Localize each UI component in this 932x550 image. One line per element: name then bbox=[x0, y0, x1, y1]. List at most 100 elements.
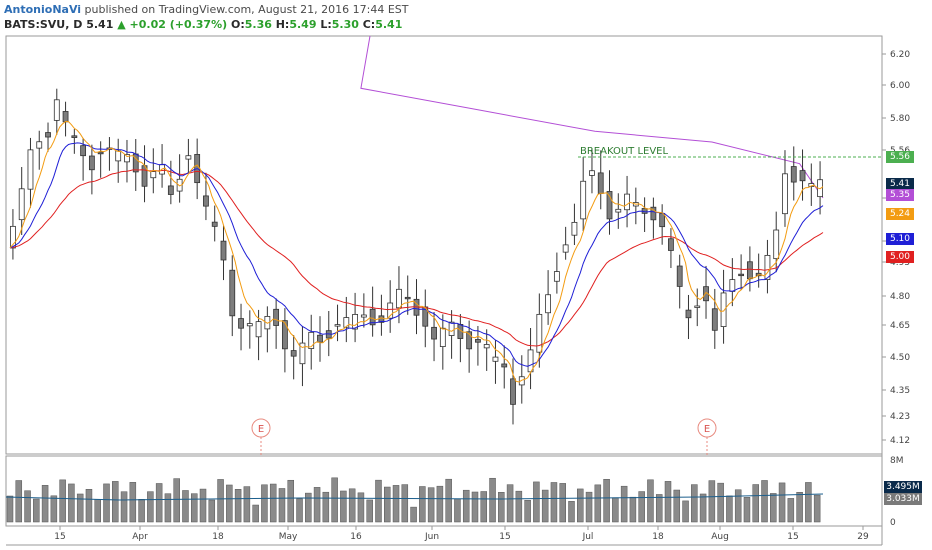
volume-bar bbox=[462, 489, 470, 523]
candle bbox=[53, 88, 60, 135]
volume-bar bbox=[155, 483, 163, 523]
volume-bar bbox=[691, 484, 698, 523]
breakout-label: BREAKOUT LEVEL bbox=[580, 146, 669, 157]
candle bbox=[317, 316, 323, 362]
volume-bar bbox=[94, 499, 101, 523]
ema-slow-line[interactable] bbox=[9, 169, 824, 347]
volume-bar bbox=[208, 499, 216, 523]
candle bbox=[334, 304, 341, 342]
volume-bar bbox=[726, 495, 733, 523]
candle bbox=[387, 280, 394, 333]
candle bbox=[668, 228, 674, 269]
volume-bar bbox=[454, 498, 461, 523]
volume-bar bbox=[147, 491, 154, 523]
volume-bar bbox=[15, 480, 23, 523]
volume-bar bbox=[217, 479, 224, 523]
close-label: C: bbox=[362, 18, 376, 31]
volume-bar bbox=[85, 489, 93, 523]
volume-bar bbox=[445, 478, 452, 523]
price-tag-breakout: 5.56 bbox=[886, 151, 914, 163]
volume-bar bbox=[708, 480, 716, 523]
candle bbox=[501, 345, 508, 389]
date-tick: 15 bbox=[54, 532, 65, 542]
candle bbox=[510, 358, 516, 425]
volume-bar bbox=[673, 489, 681, 523]
author-link[interactable]: AntonioNaVi bbox=[4, 3, 82, 16]
volume-bar bbox=[629, 496, 637, 523]
volume-bar bbox=[190, 493, 198, 523]
candle bbox=[562, 226, 569, 260]
date-tick: 15 bbox=[499, 532, 510, 542]
volume-bar bbox=[401, 484, 409, 523]
candle bbox=[571, 203, 578, 246]
candle bbox=[466, 320, 473, 373]
volume-bar bbox=[269, 483, 277, 523]
volume-bar bbox=[199, 488, 207, 523]
price-tag-last: 5.41 bbox=[886, 178, 914, 190]
volume-bar bbox=[594, 484, 602, 523]
volume-average-line[interactable] bbox=[5, 493, 824, 501]
ema-mid-line[interactable] bbox=[9, 142, 824, 367]
candle bbox=[782, 150, 788, 227]
volume-bar bbox=[50, 495, 58, 523]
candle bbox=[483, 329, 490, 371]
ema-fast-line[interactable] bbox=[9, 120, 824, 383]
price-pane[interactable] bbox=[5, 35, 883, 455]
volume-tick: 0 bbox=[890, 518, 896, 528]
volume-bar bbox=[103, 483, 110, 523]
candle bbox=[185, 138, 192, 175]
earnings-marker[interactable]: E bbox=[697, 418, 717, 456]
close-value: 5.41 bbox=[375, 18, 403, 31]
price-tick: 4.23 bbox=[890, 412, 910, 422]
volume-bar bbox=[682, 500, 689, 523]
volume-bar bbox=[59, 479, 66, 523]
high-value: 5.49 bbox=[289, 18, 317, 31]
volume-tag-average: 3.033M bbox=[884, 493, 922, 505]
date-tick: Aug bbox=[711, 532, 729, 542]
volume-bar bbox=[498, 492, 505, 523]
sma-long-line[interactable] bbox=[360, 35, 824, 199]
volume-bar bbox=[638, 491, 645, 523]
volume-bar bbox=[243, 486, 251, 523]
candle bbox=[711, 288, 718, 349]
symbol-name[interactable]: BATS:SVU, D bbox=[4, 18, 83, 31]
candle bbox=[650, 197, 657, 239]
volume-bar bbox=[375, 479, 382, 523]
price-tag-ema-mid: 5.10 bbox=[886, 233, 914, 245]
volume-pane[interactable] bbox=[5, 455, 883, 527]
volume-bar bbox=[138, 499, 145, 523]
volume-bar bbox=[340, 490, 347, 523]
volume-bar bbox=[436, 485, 444, 523]
candle bbox=[518, 355, 525, 404]
chart-header: AntonioNaVi published on TradingView.com… bbox=[0, 0, 932, 34]
date-tick: 16 bbox=[350, 532, 362, 542]
volume-bar bbox=[226, 484, 233, 523]
volume-bar bbox=[577, 488, 584, 523]
last-price: 5.41 bbox=[86, 18, 114, 31]
volume-bar bbox=[489, 477, 496, 523]
price-tick: 4.80 bbox=[890, 292, 910, 302]
volume-bar bbox=[173, 478, 180, 523]
low-value: 5.30 bbox=[331, 18, 359, 31]
volume-bar bbox=[480, 491, 488, 523]
candle bbox=[343, 296, 350, 343]
volume-bar bbox=[664, 481, 672, 523]
candle bbox=[211, 205, 218, 242]
volume-bar bbox=[112, 481, 119, 523]
candle bbox=[88, 144, 95, 195]
volume-bar bbox=[612, 497, 619, 523]
publish-info: AntonioNaVi published on TradingView.com… bbox=[4, 3, 409, 16]
symbol-legend: BATS:SVU, D 5.41 ▲ +0.02 (+0.37%) O:5.36… bbox=[4, 18, 402, 31]
volume-bar bbox=[76, 493, 84, 523]
volume-bar bbox=[278, 488, 286, 523]
volume-bar bbox=[234, 489, 242, 523]
volume-bar bbox=[796, 492, 803, 523]
volume-bar bbox=[752, 484, 759, 523]
candle bbox=[352, 292, 358, 343]
volume-bar bbox=[392, 485, 400, 523]
earnings-marker[interactable]: E bbox=[251, 418, 271, 456]
candle bbox=[439, 314, 446, 370]
price-tick: 4.50 bbox=[890, 353, 910, 363]
candle bbox=[764, 239, 771, 294]
